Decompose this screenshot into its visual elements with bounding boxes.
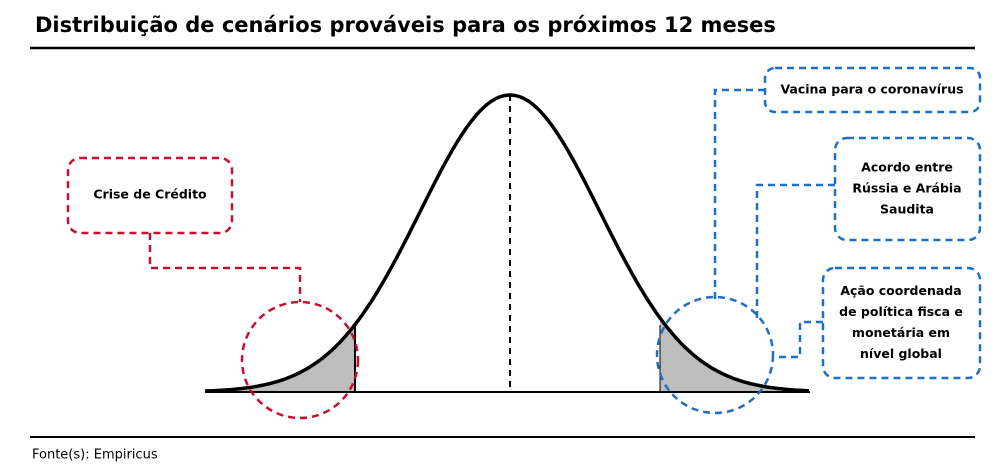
title: Distribuição de cenários prováveis para …: [35, 13, 776, 37]
annotation-label: Vacina para o coronavírus: [780, 82, 963, 97]
left-tail: [205, 324, 355, 392]
annotation-label: Crise de Crédito: [93, 187, 207, 202]
annotation-label: monetária em: [852, 325, 950, 340]
annotation-label: Rússia e Arábia: [852, 181, 961, 196]
right-tail: [660, 317, 810, 392]
annotation-label: Acordo entre: [861, 160, 953, 175]
annotation-label: Saudita: [880, 202, 934, 217]
bell-curve: [205, 93, 810, 393]
right-annotations: [655, 66, 982, 415]
annotation-label: nível global: [860, 346, 942, 361]
source: Fonte(s): Empiricus: [32, 448, 158, 463]
annotation-label: Ação coordenada: [840, 283, 961, 298]
left-annotation: [66, 156, 360, 420]
annotation-label: de política fisca e: [839, 304, 963, 319]
